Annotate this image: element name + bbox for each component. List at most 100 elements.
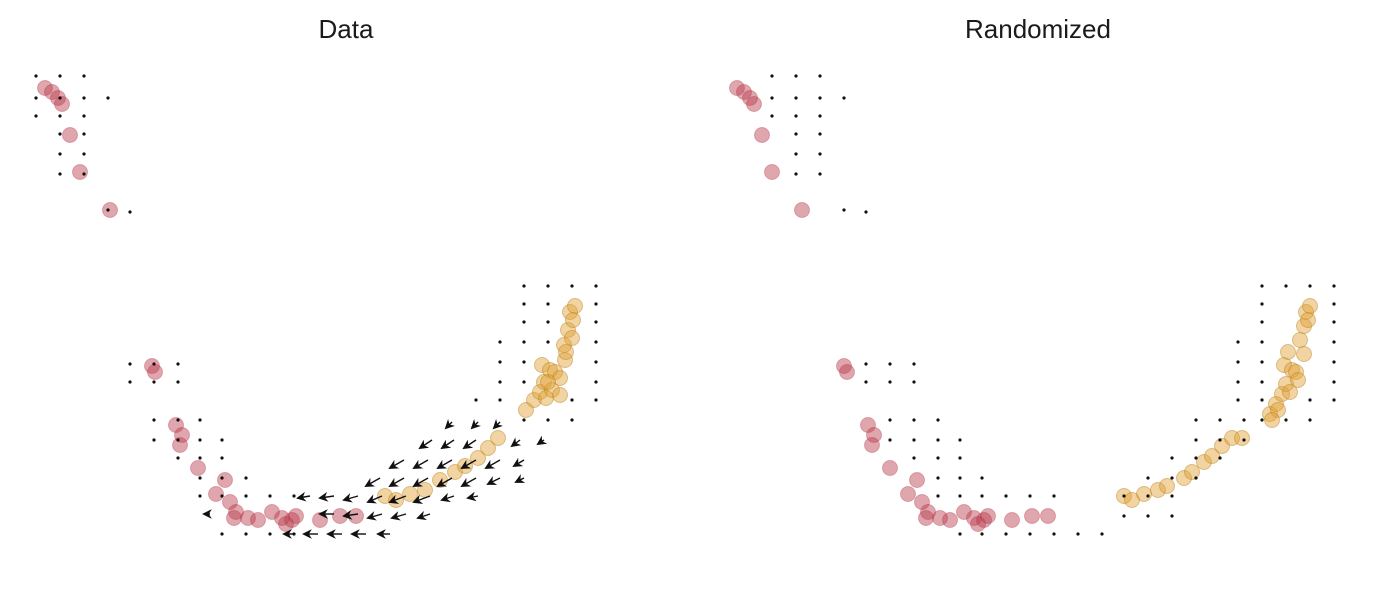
cell-point-early — [754, 127, 770, 143]
grid-dot — [220, 476, 224, 480]
velocity-arrow — [388, 459, 405, 469]
grid-dot — [1242, 438, 1246, 442]
velocity-arrow — [412, 494, 431, 504]
velocity-arrow — [412, 459, 429, 469]
grid-dot — [1332, 398, 1336, 402]
grid-dot — [1004, 494, 1008, 498]
cell-point-early — [44, 84, 60, 100]
cell-point-late — [1234, 430, 1250, 446]
grid-dot — [498, 380, 502, 384]
grid-dot — [958, 532, 962, 536]
cell-point-early — [284, 512, 300, 528]
grid-dot — [58, 74, 62, 78]
chart-title-randomized: Randomized — [965, 14, 1111, 44]
velocity-arrow — [412, 477, 429, 487]
grid-dot — [522, 380, 526, 384]
cell-point-early — [144, 358, 160, 374]
cell-point-late — [552, 370, 568, 386]
grid-dot — [198, 476, 202, 480]
grid-dot — [106, 208, 110, 212]
cell-point-early — [966, 510, 982, 526]
velocity-arrow — [512, 457, 525, 468]
cell-point-late — [518, 402, 534, 418]
cell-point-late — [1298, 304, 1314, 320]
velocity-arrow — [318, 492, 335, 502]
grid-dot — [244, 494, 248, 498]
grid-dot — [1170, 476, 1174, 480]
grid-dot — [82, 74, 86, 78]
grid-dot — [82, 172, 86, 176]
velocity-arrow — [492, 418, 504, 430]
grid-dot — [176, 438, 180, 442]
cell-point-early — [864, 437, 880, 453]
cell-point-early — [250, 512, 266, 528]
grid-dot — [268, 494, 272, 498]
cell-point-late — [1204, 448, 1220, 464]
cell-point-early — [839, 364, 855, 380]
cell-point-late — [1274, 386, 1290, 402]
velocity-arrow — [436, 477, 453, 487]
grid-dot — [546, 320, 550, 324]
cell-point-late — [532, 384, 548, 400]
grid-dot — [1308, 284, 1312, 288]
cell-point-early — [240, 510, 256, 526]
grid-dot — [128, 380, 132, 384]
cell-point-late — [534, 357, 550, 373]
velocity-arrow — [514, 474, 526, 483]
cell-point-late — [1264, 412, 1280, 428]
grid-dot — [198, 456, 202, 460]
cell-point-early — [918, 510, 934, 526]
velocity-arrow — [484, 459, 501, 469]
cell-point-late — [544, 382, 560, 398]
grid-dot — [1004, 532, 1008, 536]
grid-dot — [1122, 514, 1126, 518]
velocity-arrow — [486, 476, 501, 485]
grid-dot — [794, 114, 798, 118]
cell-point-late — [1270, 402, 1286, 418]
cell-point-late — [1196, 454, 1212, 470]
velocity-arrow — [444, 418, 456, 430]
cell-point-late — [1276, 357, 1292, 373]
velocity-arrow — [366, 494, 383, 504]
cell-point-early — [217, 472, 233, 488]
velocity-arrow — [296, 491, 311, 502]
grid-dot — [176, 456, 180, 460]
grid-dot — [912, 456, 916, 460]
grid-dot — [570, 398, 574, 402]
grid-dot — [794, 172, 798, 176]
grid-dot — [198, 418, 202, 422]
cell-point-early — [222, 494, 238, 510]
grid-dot — [1260, 320, 1264, 324]
grid-dot — [770, 114, 774, 118]
cell-point-late — [480, 440, 496, 456]
grid-dot — [128, 210, 132, 214]
cell-point-early — [736, 84, 752, 100]
grid-dot — [82, 114, 86, 118]
velocity-arrow — [388, 494, 407, 504]
grid-dot — [770, 96, 774, 100]
grid-dot — [1260, 418, 1264, 422]
cell-point-late — [1136, 486, 1152, 502]
cell-point-early — [288, 508, 304, 524]
cell-point-early — [50, 90, 66, 106]
cell-point-late — [562, 304, 578, 320]
grid-dot — [546, 340, 550, 344]
grid-dot — [220, 456, 224, 460]
grid-dot — [888, 438, 892, 442]
cell-point-late — [1224, 430, 1240, 446]
cell-point-late — [540, 374, 556, 390]
cell-point-early — [190, 460, 206, 476]
grid-dot — [1308, 418, 1312, 422]
grid-dot — [34, 96, 38, 100]
grid-dot — [1100, 532, 1104, 536]
grid-dot — [794, 132, 798, 136]
cell-point-early — [914, 494, 930, 510]
cell-point-early — [62, 127, 78, 143]
velocity-arrow — [440, 492, 455, 503]
randomized-scatter-plot — [729, 74, 1336, 536]
grid-dot — [1236, 340, 1240, 344]
grid-dot — [1236, 380, 1240, 384]
grid-dot — [1194, 418, 1198, 422]
cell-point-early — [932, 510, 948, 526]
grid-dot — [498, 340, 502, 344]
